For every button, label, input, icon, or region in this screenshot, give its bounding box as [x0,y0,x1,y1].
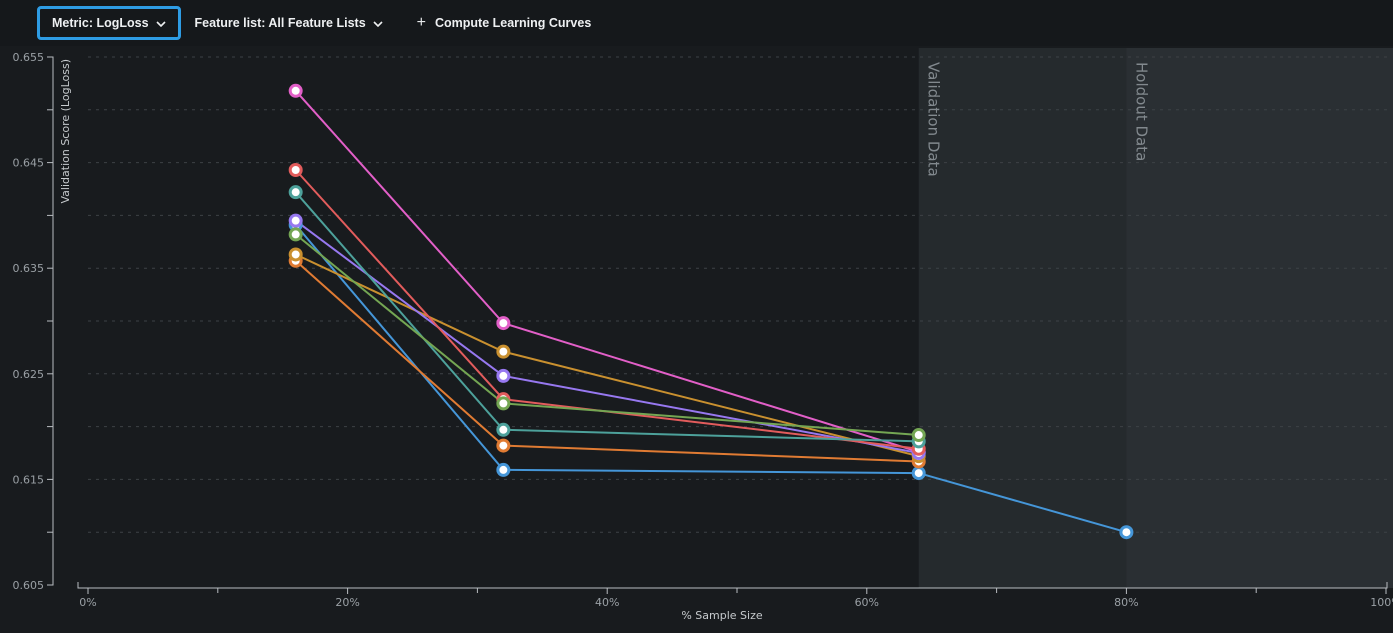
series-blue-line [294,224,1127,534]
y-axis-title: Validation Score (LogLoss) [59,59,72,203]
series-green-point[interactable] [911,428,926,443]
x-tick-label: 100% [1370,596,1393,609]
plus-icon: + [416,14,426,31]
feature-list-dropdown-label: Feature list: All Feature Lists [194,16,366,30]
series-magenta-line [294,90,920,453]
metric-dropdown[interactable]: Metric: LogLoss [42,9,176,37]
region-label-validation-data: Validation Data [925,62,943,177]
series-amber-point[interactable] [496,344,511,359]
x-tick-label: 20% [335,596,359,609]
series-teal-point[interactable] [496,422,511,437]
region-label-holdout-data: Holdout Data [1132,62,1150,161]
metric-dropdown-highlight: Metric: LogLoss [37,6,181,40]
x-axis-line [77,582,1388,589]
x-tick-label: 0% [79,596,96,609]
series-red-point[interactable] [288,162,303,177]
learning-curves-chart: Validation Data Holdout Data 0.655 0.645 0.6… [0,46,1393,633]
series-purple-point[interactable] [288,213,303,228]
chart-canvas: Validation Data Holdout Data 0.655 0.645 0.6… [13,48,1393,622]
x-axis-title: % Sample Size [681,609,763,622]
y-tick-label: 0.635 [13,262,45,275]
series-magenta-point[interactable] [288,83,303,98]
compute-learning-curves-label: Compute Learning Curves [435,16,592,30]
y-tick-label: 0.615 [13,473,45,486]
x-tick-label: 80% [1114,596,1138,609]
series-orange-point[interactable] [496,438,511,453]
series-amber-point[interactable] [288,247,303,262]
region-band-holdout-data [1126,48,1393,588]
series-green-point[interactable] [288,227,303,242]
metric-dropdown-label: Metric: LogLoss [52,16,149,30]
compute-learning-curves-button[interactable]: + Compute Learning Curves [407,7,602,39]
series-green-point[interactable] [496,396,511,411]
feature-list-dropdown[interactable]: Feature list: All Feature Lists [185,9,393,37]
y-tick-label: 0.605 [13,579,45,592]
toolbar: Metric: LogLoss Feature list: All Featur… [0,0,1393,46]
series-teal-point[interactable] [288,185,303,200]
x-tick-label: 40% [595,596,619,609]
series-teal-line [294,191,919,443]
chevron-down-icon [373,21,383,27]
chevron-down-icon [155,21,166,27]
y-tick-label: 0.645 [13,157,45,170]
series-purple-line [295,219,919,454]
series-blue-point[interactable] [1119,525,1134,540]
y-tick-label: 0.625 [13,368,45,381]
y-tick-label: 0.655 [13,51,45,64]
series-blue-point[interactable] [496,462,511,477]
x-tick-label: 60% [855,596,879,609]
series-blue-point[interactable] [911,466,926,481]
series-magenta-point[interactable] [496,316,511,331]
series-purple-point[interactable] [496,368,511,383]
